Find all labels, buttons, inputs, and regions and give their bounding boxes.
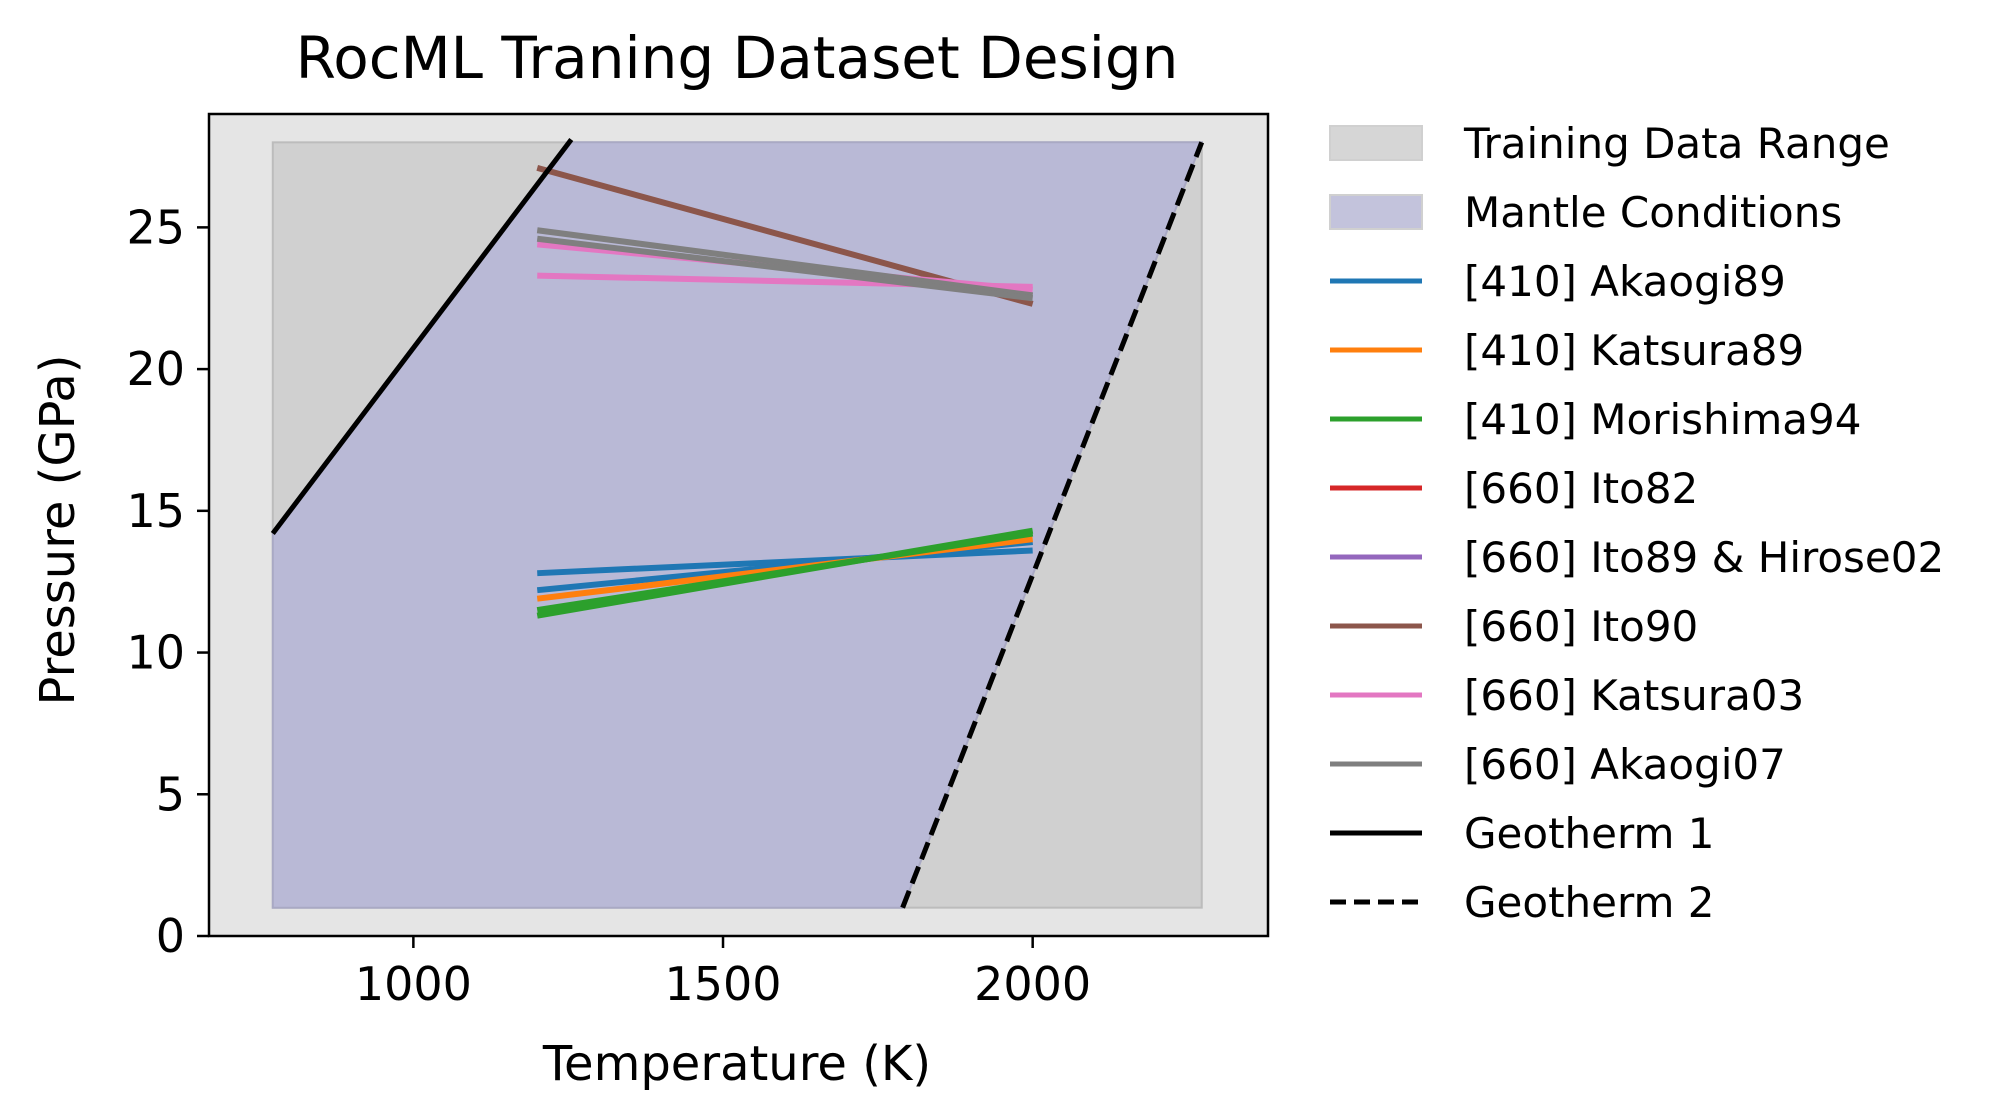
x-axis-label: Temperature (K) bbox=[542, 1036, 931, 1092]
x-axis-ticks: 1000 1500 2000 bbox=[355, 936, 1091, 1011]
legend-label: [660] Akaogi07 bbox=[1464, 740, 1786, 789]
y-tick-label: 10 bbox=[126, 626, 185, 680]
chart-title: RocML Traning Dataset Design bbox=[296, 24, 1179, 92]
y-tick-label: 20 bbox=[126, 342, 185, 396]
y-axis-label: Pressure (GPa) bbox=[30, 354, 86, 705]
legend-label: [410] Katsura89 bbox=[1464, 326, 1804, 375]
legend-label: [410] Akaogi89 bbox=[1464, 257, 1786, 306]
y-axis-ticks: 0 5 10 15 20 25 bbox=[126, 200, 209, 963]
legend-label: Training Data Range bbox=[1463, 119, 1890, 168]
legend-item-660-ito82: [660] Ito82 bbox=[1330, 464, 1698, 513]
legend-item-660-akaogi07: [660] Akaogi07 bbox=[1330, 740, 1786, 789]
legend-label: [660] Katsura03 bbox=[1464, 671, 1804, 720]
legend-item-410-morishima94: [410] Morishima94 bbox=[1330, 395, 1861, 444]
legend-item-mantle-conditions: Mantle Conditions bbox=[1330, 188, 1842, 237]
x-tick-label: 2000 bbox=[974, 957, 1091, 1011]
legend-item-660-katsura03: [660] Katsura03 bbox=[1330, 671, 1804, 720]
legend-item-660-ito89-hirose02: [660] Ito89 & Hirose02 bbox=[1330, 533, 1944, 582]
plot-area bbox=[209, 114, 1268, 936]
legend-label: [660] Ito90 bbox=[1464, 602, 1698, 651]
legend-item-geotherm-2: Geotherm 2 bbox=[1330, 878, 1715, 927]
legend-label: [410] Morishima94 bbox=[1464, 395, 1861, 444]
y-tick-label: 15 bbox=[126, 484, 185, 538]
legend-item-660-ito90: [660] Ito90 bbox=[1330, 602, 1698, 651]
legend-label: [660] Ito89 & Hirose02 bbox=[1464, 533, 1944, 582]
legend-label: Geotherm 2 bbox=[1464, 878, 1715, 927]
legend-item-training-data-range: Training Data Range bbox=[1330, 119, 1890, 168]
legend-label: Mantle Conditions bbox=[1464, 188, 1842, 237]
x-tick-label: 1000 bbox=[355, 957, 472, 1011]
legend-item-410-akaogi89: [410] Akaogi89 bbox=[1330, 257, 1786, 306]
y-tick-label: 0 bbox=[156, 909, 185, 963]
y-tick-label: 5 bbox=[156, 767, 185, 821]
legend-swatch bbox=[1330, 126, 1422, 160]
x-tick-label: 1500 bbox=[664, 957, 781, 1011]
legend: Training Data Range Mantle Conditions [410… bbox=[1330, 119, 1944, 927]
legend-item-410-katsura89: [410] Katsura89 bbox=[1330, 326, 1804, 375]
legend-item-geotherm-1: Geotherm 1 bbox=[1330, 809, 1715, 858]
legend-label: [660] Ito82 bbox=[1464, 464, 1698, 513]
legend-label: Geotherm 1 bbox=[1464, 809, 1715, 858]
legend-swatch bbox=[1330, 195, 1422, 229]
y-tick-label: 25 bbox=[126, 200, 185, 254]
